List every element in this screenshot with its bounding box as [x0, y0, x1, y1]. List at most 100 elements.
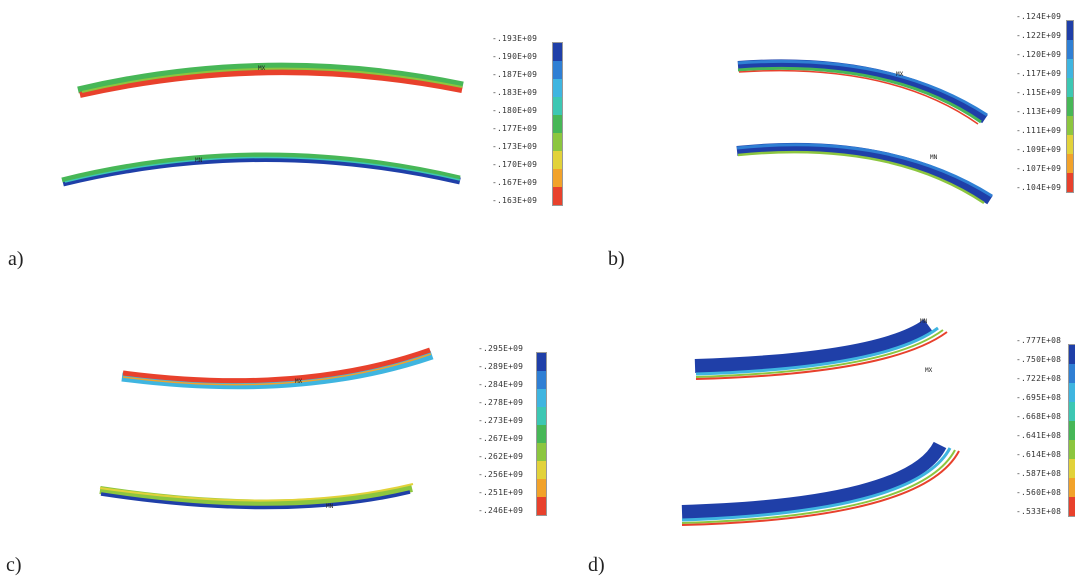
colorbar-band — [1067, 77, 1073, 97]
scale-c-3: -.278E+09 — [478, 398, 524, 407]
scale-d-5: -.641E+08 — [1016, 431, 1062, 440]
beam-plot-b: MX MN — [736, 59, 993, 205]
beam-plot-a: MX MN — [61, 62, 464, 187]
scale-d-3: -.695E+08 — [1016, 393, 1062, 402]
scale-b-0: -.124E+09 — [1016, 12, 1062, 21]
marker-lower-b: MN — [930, 154, 938, 161]
marker-upper-a: MX — [258, 65, 266, 72]
upper-beam-c — [121, 347, 434, 390]
colorbar-band — [553, 114, 562, 133]
panel-b: MX MN -.124E+09 -.122E+09 -.120E+09 -.11… — [540, 0, 1075, 290]
colorbar-band — [537, 424, 546, 443]
scale-d-6: -.614E+08 — [1016, 450, 1062, 459]
colorbar-band — [1067, 21, 1073, 40]
colorbar-d — [1068, 344, 1075, 517]
scale-d-7: -.587E+08 — [1016, 469, 1062, 478]
scale-b-2: -.120E+09 — [1016, 50, 1062, 59]
colorbar-band — [1069, 439, 1075, 459]
scale-a-7: -.170E+09 — [492, 160, 538, 169]
scale-c-1: -.289E+09 — [478, 362, 524, 371]
colorbar-band — [1069, 477, 1075, 497]
scale-d-2: -.722E+08 — [1016, 374, 1062, 383]
colorbar-band — [553, 43, 562, 61]
colorbar-band — [537, 388, 546, 407]
colorbar-band — [553, 78, 562, 97]
scale-d-1: -.750E+08 — [1016, 355, 1062, 364]
scale-b-8: -.107E+09 — [1016, 164, 1062, 173]
marker-upper-c: MX — [295, 378, 303, 385]
scale-a-6: -.173E+09 — [492, 142, 538, 151]
upper-beam-d — [694, 319, 948, 380]
marker-lower-a: MN — [195, 157, 203, 164]
scale-c-2: -.284E+09 — [478, 380, 524, 389]
scale-c-8: -.251E+09 — [478, 488, 524, 497]
colorbar-band — [1067, 58, 1073, 78]
scale-b-5: -.113E+09 — [1016, 107, 1062, 116]
colorbar-band — [1067, 39, 1073, 59]
scale-a-0: -.193E+09 — [492, 34, 538, 43]
scale-b-3: -.117E+09 — [1016, 69, 1062, 78]
colorbar-band — [537, 460, 546, 479]
colorbar-band — [1067, 115, 1073, 135]
colorbar-band — [553, 132, 562, 151]
colorbar-b — [1066, 20, 1074, 193]
colorbar-band — [553, 96, 562, 115]
lower-beam-d — [681, 441, 960, 526]
scale-a-2: -.187E+09 — [492, 70, 538, 79]
panel-label-d: d) — [588, 554, 605, 576]
scale-c-4: -.273E+09 — [478, 416, 524, 425]
colorbar-band — [1069, 382, 1075, 402]
scale-c-7: -.256E+09 — [478, 470, 524, 479]
scale-a-3: -.183E+09 — [492, 88, 538, 97]
panel-label-a: a) — [8, 248, 24, 270]
scale-b-1: -.122E+09 — [1016, 31, 1062, 40]
colorbar-band — [537, 370, 546, 389]
colorbar-band — [537, 496, 546, 515]
marker-upper-d: MN — [920, 318, 928, 325]
colorbar-band — [1067, 134, 1073, 154]
scale-a-4: -.180E+09 — [492, 106, 538, 115]
colorbar-band — [1067, 172, 1073, 192]
colorbar-band — [1069, 458, 1075, 478]
beam-plot-d: MN MX — [681, 318, 960, 526]
scale-d-4: -.668E+08 — [1016, 412, 1062, 421]
scale-b-4: -.115E+09 — [1016, 88, 1062, 97]
lower-beam-a — [61, 152, 461, 187]
panel-label-c: c) — [6, 554, 22, 576]
colorbar-band — [553, 186, 562, 205]
colorbar-band — [537, 478, 546, 497]
colorbar-band — [1069, 401, 1075, 421]
marker-lower-d: MX — [925, 367, 933, 374]
scale-d-0: -.777E+08 — [1016, 336, 1062, 345]
panel-a: MX MN -.193E+09 -.190E+09 -.187E+09 -.18… — [0, 0, 563, 290]
scale-c-0: -.295E+09 — [478, 344, 524, 353]
colorbar-band — [1069, 363, 1075, 383]
scale-a-9: -.163E+09 — [492, 196, 538, 205]
colorbar-band — [537, 353, 546, 371]
scale-b-9: -.104E+09 — [1016, 183, 1062, 192]
scale-a-1: -.190E+09 — [492, 52, 538, 61]
scale-c-9: -.246E+09 — [478, 506, 524, 515]
scale-c-6: -.262E+09 — [478, 452, 524, 461]
upper-beam-b — [737, 59, 988, 125]
colorbar-band — [537, 406, 546, 425]
scale-d-9: -.533E+08 — [1016, 507, 1062, 516]
marker-lower-c: MN — [326, 503, 334, 510]
scale-a-5: -.177E+09 — [492, 124, 538, 133]
lower-beam-b — [736, 142, 993, 205]
beam-plot-c: MX MN — [99, 347, 434, 510]
scale-a-8: -.167E+09 — [492, 178, 538, 187]
scale-c-5: -.267E+09 — [478, 434, 524, 443]
colorbar-band — [1067, 153, 1073, 173]
lower-beam-c — [99, 483, 414, 510]
colorbar-band — [1069, 496, 1075, 516]
colorbar-band — [553, 150, 562, 169]
scale-b-7: -.109E+09 — [1016, 145, 1062, 154]
colorbar-band — [1069, 420, 1075, 440]
colorbar-band — [537, 442, 546, 461]
scale-d-8: -.560E+08 — [1016, 488, 1062, 497]
colorbar-band — [1067, 96, 1073, 116]
colorbar-a — [552, 42, 563, 206]
upper-beam-a — [77, 62, 464, 98]
panel-d: MN MX -.777E+08 -.750E+08 -.722E+08 -.69… — [540, 290, 1075, 586]
